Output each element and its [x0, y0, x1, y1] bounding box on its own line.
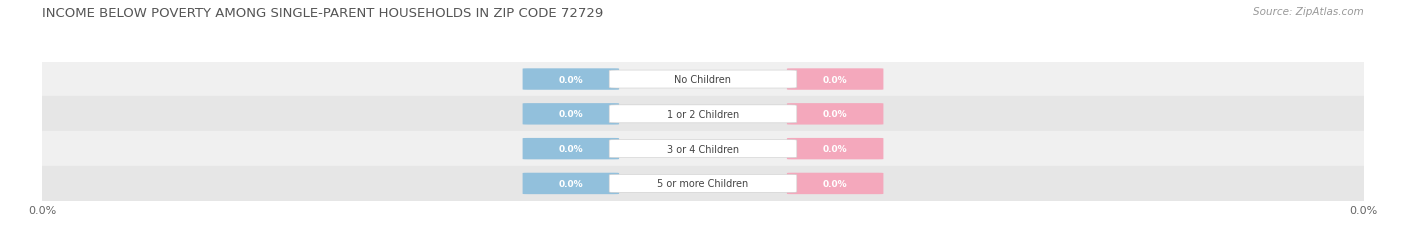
- Bar: [42, 62, 1364, 97]
- Text: INCOME BELOW POVERTY AMONG SINGLE-PARENT HOUSEHOLDS IN ZIP CODE 72729: INCOME BELOW POVERTY AMONG SINGLE-PARENT…: [42, 7, 603, 20]
- FancyBboxPatch shape: [523, 173, 619, 194]
- FancyBboxPatch shape: [787, 138, 883, 160]
- Text: 0.0%: 0.0%: [823, 179, 848, 188]
- FancyBboxPatch shape: [609, 105, 797, 123]
- Text: 0.0%: 0.0%: [558, 145, 583, 153]
- FancyBboxPatch shape: [609, 140, 797, 158]
- Text: No Children: No Children: [675, 75, 731, 85]
- Text: 0.0%: 0.0%: [823, 145, 848, 153]
- Text: 0.0%: 0.0%: [558, 110, 583, 119]
- Bar: [42, 132, 1364, 166]
- FancyBboxPatch shape: [787, 104, 883, 125]
- Text: Source: ZipAtlas.com: Source: ZipAtlas.com: [1253, 7, 1364, 17]
- Text: 1 or 2 Children: 1 or 2 Children: [666, 109, 740, 119]
- FancyBboxPatch shape: [609, 71, 797, 89]
- FancyBboxPatch shape: [787, 69, 883, 90]
- Bar: [42, 97, 1364, 132]
- FancyBboxPatch shape: [609, 175, 797, 193]
- Bar: [42, 166, 1364, 201]
- Text: 0.0%: 0.0%: [823, 110, 848, 119]
- FancyBboxPatch shape: [523, 138, 619, 160]
- Text: 0.0%: 0.0%: [823, 75, 848, 84]
- FancyBboxPatch shape: [523, 69, 619, 90]
- Text: 3 or 4 Children: 3 or 4 Children: [666, 144, 740, 154]
- Text: 5 or more Children: 5 or more Children: [658, 179, 748, 189]
- Text: 0.0%: 0.0%: [558, 75, 583, 84]
- FancyBboxPatch shape: [523, 104, 619, 125]
- Text: 0.0%: 0.0%: [558, 179, 583, 188]
- FancyBboxPatch shape: [787, 173, 883, 194]
